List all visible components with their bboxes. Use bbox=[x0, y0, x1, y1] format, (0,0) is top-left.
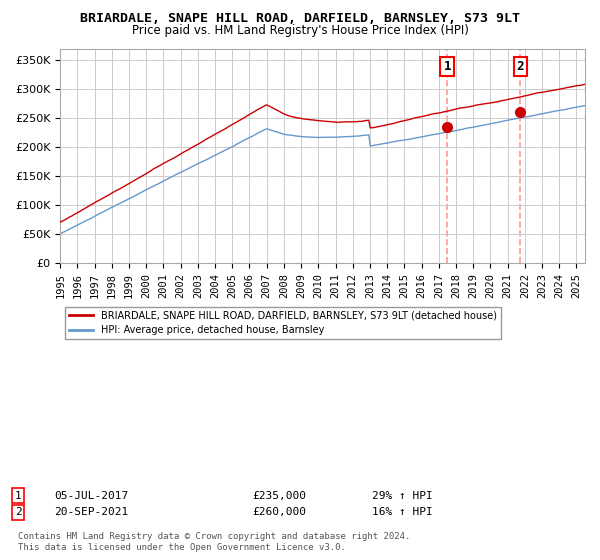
Text: 20-SEP-2021: 20-SEP-2021 bbox=[54, 507, 128, 517]
Text: £235,000: £235,000 bbox=[252, 491, 306, 501]
Text: £260,000: £260,000 bbox=[252, 507, 306, 517]
Legend: BRIARDALE, SNAPE HILL ROAD, DARFIELD, BARNSLEY, S73 9LT (detached house), HPI: A: BRIARDALE, SNAPE HILL ROAD, DARFIELD, BA… bbox=[65, 307, 501, 339]
Text: 2: 2 bbox=[517, 60, 524, 73]
Text: BRIARDALE, SNAPE HILL ROAD, DARFIELD, BARNSLEY, S73 9LT: BRIARDALE, SNAPE HILL ROAD, DARFIELD, BA… bbox=[80, 12, 520, 25]
Text: 29% ↑ HPI: 29% ↑ HPI bbox=[372, 491, 433, 501]
Text: 2: 2 bbox=[14, 507, 22, 517]
Text: Price paid vs. HM Land Registry's House Price Index (HPI): Price paid vs. HM Land Registry's House … bbox=[131, 24, 469, 36]
Text: 16% ↑ HPI: 16% ↑ HPI bbox=[372, 507, 433, 517]
Text: Contains HM Land Registry data © Crown copyright and database right 2024.
This d: Contains HM Land Registry data © Crown c… bbox=[18, 532, 410, 552]
Text: 1: 1 bbox=[443, 60, 451, 73]
Text: 1: 1 bbox=[14, 491, 22, 501]
Text: 05-JUL-2017: 05-JUL-2017 bbox=[54, 491, 128, 501]
